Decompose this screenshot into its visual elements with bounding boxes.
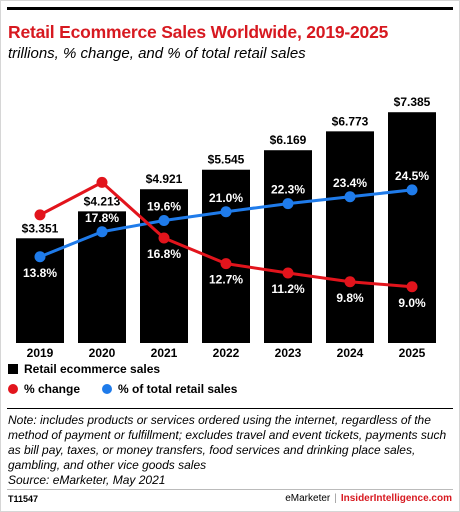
change-label-2019: 20.5%	[23, 194, 57, 208]
share-point-2022	[220, 206, 232, 218]
x-tick-group: 2019 2020 2021 2022 2023 2024 2025	[27, 346, 426, 360]
bar-group	[16, 112, 436, 343]
brand-separator: |	[334, 493, 337, 504]
bar-value-label-2019: $3.351	[22, 221, 59, 235]
x-tick-2025: 2025	[399, 346, 426, 360]
share-label-2019: 13.8%	[23, 266, 57, 280]
legend-bars: Retail ecommerce sales	[8, 362, 160, 376]
bar-value-label-2024: $6.773	[332, 114, 369, 128]
bar-value-label-2020: $4.213	[84, 194, 121, 208]
legend-item-share: % of total retail sales	[102, 382, 237, 396]
bar-2025	[388, 112, 436, 343]
x-tick-2024: 2024	[337, 346, 364, 360]
bar-value-label-2023: $6.169	[270, 133, 307, 147]
share-label-2023: 22.3%	[271, 183, 305, 197]
legend-change-dot	[8, 384, 18, 394]
note-text: Note: includes products or services orde…	[8, 413, 447, 472]
legend-share-dot	[102, 384, 113, 394]
change-label-2024: 9.8%	[336, 291, 364, 305]
note-block: Note: includes products or services orde…	[8, 413, 452, 488]
share-label-2021: 19.6%	[147, 200, 181, 214]
combo-chart: $3.351 $4.213 $4.921 $5.545 $6.169 $6.773 $7.3…	[16, 95, 436, 360]
bar-2021	[140, 189, 188, 343]
share-point-2021	[158, 215, 170, 226]
change-point-2020	[96, 176, 108, 188]
change-label-2020: 25.7%	[85, 161, 119, 175]
share-label-2024: 23.4%	[333, 176, 367, 190]
x-tick-2022: 2022	[213, 346, 240, 360]
change-point-2025	[406, 281, 418, 293]
change-point-2024	[344, 276, 356, 288]
source-text: Source: eMarketer, May 2021	[8, 473, 166, 487]
share-point-2024	[344, 191, 356, 203]
brand: eMarketer | InsiderIntelligence.com	[285, 493, 452, 504]
line-group: 13.8% 17.8% 19.6% 21.0% 22.3% 23.4% 24.5% 20.5%…	[23, 161, 429, 309]
change-label-2023: 11.2%	[271, 282, 305, 296]
brand-insider: InsiderIntelligence.com	[340, 493, 452, 504]
footer-rule	[7, 489, 453, 490]
share-point-2023	[282, 198, 294, 210]
x-tick-2021: 2021	[151, 346, 178, 360]
x-tick-2023: 2023	[275, 346, 302, 360]
change-label-2021: 16.8%	[147, 247, 181, 261]
legend-lines: % change % of total retail sales	[8, 382, 259, 396]
change-point-2019	[34, 209, 46, 221]
chart-code: T11547	[8, 494, 39, 504]
change-point-2023	[282, 267, 294, 279]
top-rule	[7, 7, 453, 10]
share-label-2025: 24.5%	[395, 169, 429, 183]
change-label-2022: 12.7%	[209, 273, 243, 287]
share-point-2020	[96, 226, 108, 238]
chart-subtitle: trillions, % change, and % of total reta…	[8, 45, 306, 62]
divider	[7, 408, 453, 409]
bar-2023	[264, 150, 312, 343]
bar-value-label-2025: $7.385	[394, 95, 431, 109]
bar-value-label-2021: $4.921	[146, 172, 183, 186]
legend-bar-label: Retail ecommerce sales	[24, 362, 161, 376]
legend-share-label: % of total retail sales	[118, 382, 238, 396]
bar-value-label-2022: $5.545	[208, 153, 245, 167]
chart-title: Retail Ecommerce Sales Worldwide, 2019-2…	[8, 22, 389, 42]
legend-change-label: % change	[24, 382, 81, 396]
change-label-2025: 9.0%	[398, 296, 426, 310]
legend-item-change: % change	[8, 382, 80, 396]
brand-emarketer: eMarketer	[285, 493, 331, 504]
change-point-2022	[220, 258, 232, 270]
x-tick-2019: 2019	[27, 346, 54, 360]
legend-bar-swatch	[8, 364, 18, 374]
change-point-2021	[158, 232, 170, 244]
share-point-2025	[406, 184, 418, 196]
share-point-2019	[34, 251, 46, 263]
bar-2024	[326, 131, 374, 343]
x-tick-2020: 2020	[89, 346, 116, 360]
share-label-2022: 21.0%	[209, 191, 243, 205]
share-label-2020: 17.8%	[85, 211, 119, 225]
bar-label-group: $3.351 $4.213 $4.921 $5.545 $6.169 $6.773 $7.3…	[22, 95, 431, 235]
